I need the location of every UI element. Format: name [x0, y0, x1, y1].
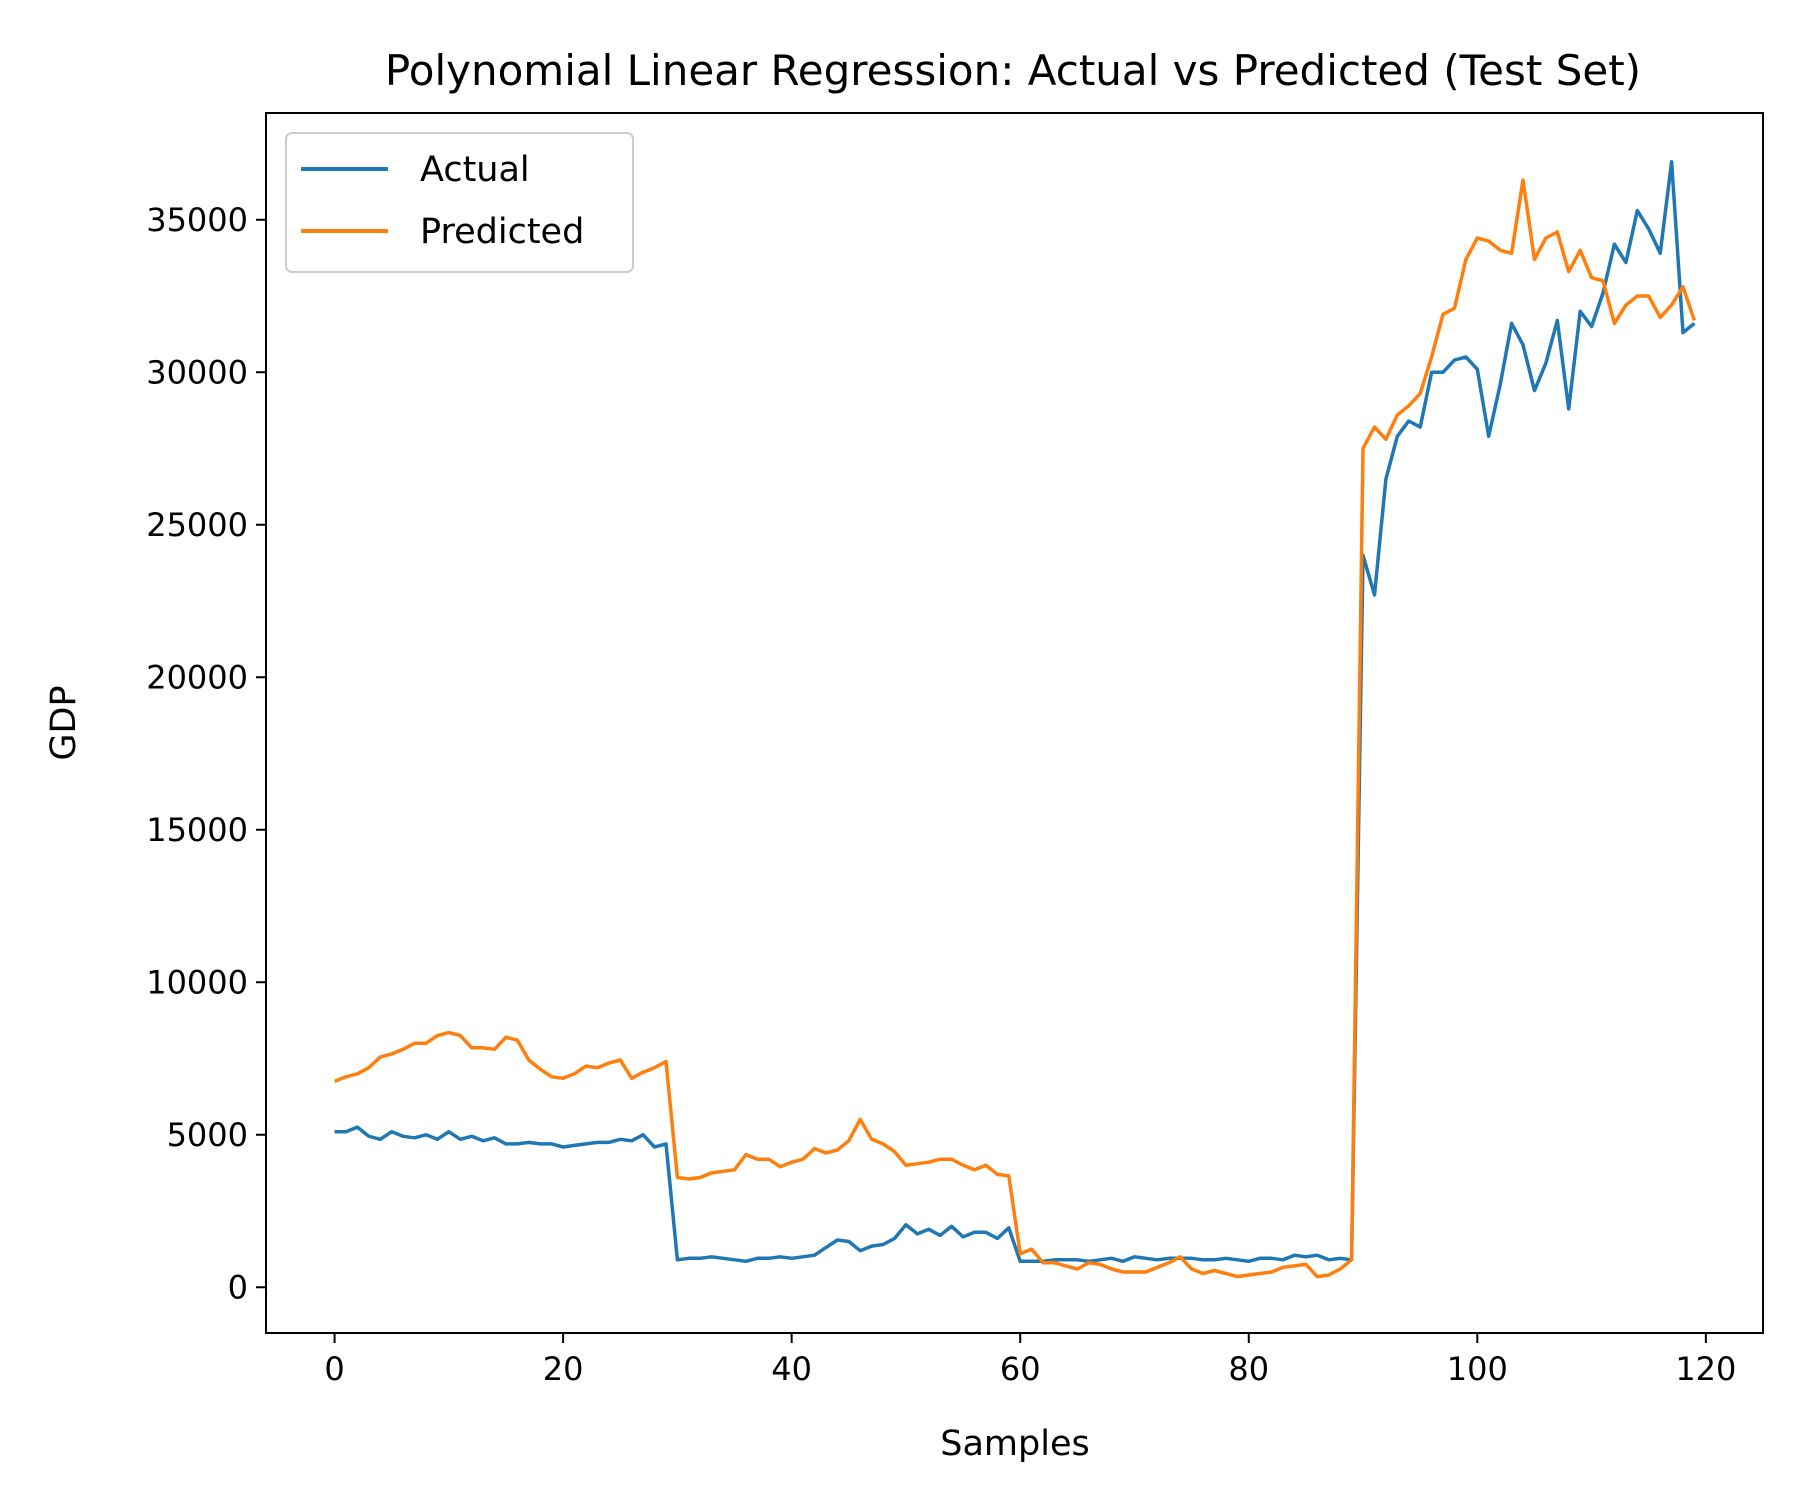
- plot-frame: [265, 112, 1764, 1334]
- legend-label-predicted: Predicted: [420, 212, 584, 252]
- x-axis-label: Samples: [940, 1424, 1089, 1464]
- y-axis-label: GDP: [44, 685, 84, 760]
- y-tick-label: 0: [228, 1268, 248, 1306]
- y-tick-label: 30000: [146, 353, 248, 391]
- y-tick-label: 10000: [146, 963, 248, 1001]
- y-tick-label: 25000: [146, 506, 248, 544]
- y-tick-label: 20000: [146, 658, 248, 696]
- x-tick-label: 40: [771, 1350, 812, 1388]
- plot-area: [333, 160, 1697, 1279]
- legend: Actual Predicted: [285, 132, 634, 273]
- x-tick-label: 100: [1447, 1350, 1508, 1388]
- y-tick-label: 5000: [167, 1116, 248, 1154]
- x-tick-label: 120: [1675, 1350, 1736, 1388]
- x-tick-label: 20: [543, 1350, 584, 1388]
- x-axis: 0 20 40 60 80 100 120: [324, 1333, 1736, 1388]
- chart-title: Polynomial Linear Regression: Actual vs …: [385, 46, 1641, 95]
- x-tick-label: 80: [1228, 1350, 1269, 1388]
- y-axis: 0 5000 10000 15000 20000 25000 30000 35000: [146, 201, 266, 1306]
- series-line-actual: [334, 160, 1696, 1264]
- series-line-predicted: [333, 178, 1697, 1279]
- y-tick-label: 35000: [146, 201, 248, 239]
- y-tick-label: 15000: [146, 811, 248, 849]
- x-tick-label: 0: [324, 1350, 344, 1388]
- legend-label-actual: Actual: [420, 150, 530, 190]
- x-tick-label: 60: [1000, 1350, 1041, 1388]
